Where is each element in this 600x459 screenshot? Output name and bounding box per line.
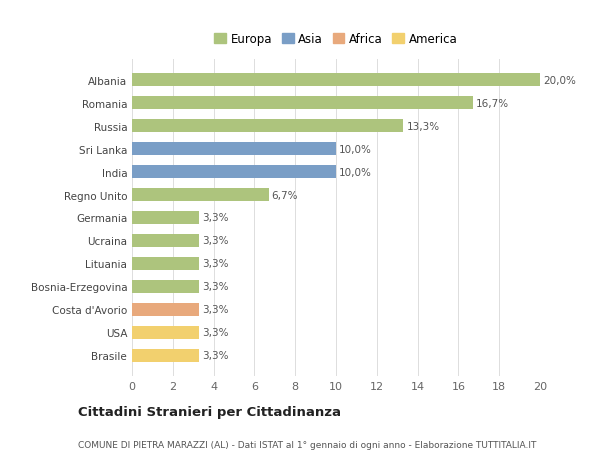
Bar (132, 326, 199, 339)
Bar (132, 303, 199, 316)
Bar (132, 120, 403, 133)
Bar (132, 166, 336, 179)
Bar (132, 257, 199, 270)
Bar (132, 189, 269, 202)
Text: 3,3%: 3,3% (202, 213, 229, 223)
Text: 13,3%: 13,3% (406, 121, 440, 131)
Bar (132, 280, 199, 293)
Bar (132, 235, 199, 247)
Bar (132, 212, 199, 224)
Text: 20,0%: 20,0% (543, 75, 576, 85)
Text: COMUNE DI PIETRA MARAZZI (AL) - Dati ISTAT al 1° gennaio di ogni anno - Elaboraz: COMUNE DI PIETRA MARAZZI (AL) - Dati IST… (78, 441, 536, 449)
Text: 3,3%: 3,3% (202, 259, 229, 269)
Bar (132, 143, 336, 156)
Text: 16,7%: 16,7% (476, 98, 509, 108)
Text: 10,0%: 10,0% (339, 167, 372, 177)
Text: Cittadini Stranieri per Cittadinanza: Cittadini Stranieri per Cittadinanza (78, 405, 341, 419)
Text: 3,3%: 3,3% (202, 282, 229, 292)
Text: 3,3%: 3,3% (202, 328, 229, 338)
Text: 10,0%: 10,0% (339, 144, 372, 154)
Text: 6,7%: 6,7% (272, 190, 298, 200)
Text: 3,3%: 3,3% (202, 305, 229, 315)
Text: 3,3%: 3,3% (202, 236, 229, 246)
Bar (132, 74, 540, 87)
Legend: Europa, Asia, Africa, America: Europa, Asia, Africa, America (212, 31, 460, 48)
Bar (132, 349, 199, 362)
Bar (132, 97, 473, 110)
Text: 3,3%: 3,3% (202, 351, 229, 361)
